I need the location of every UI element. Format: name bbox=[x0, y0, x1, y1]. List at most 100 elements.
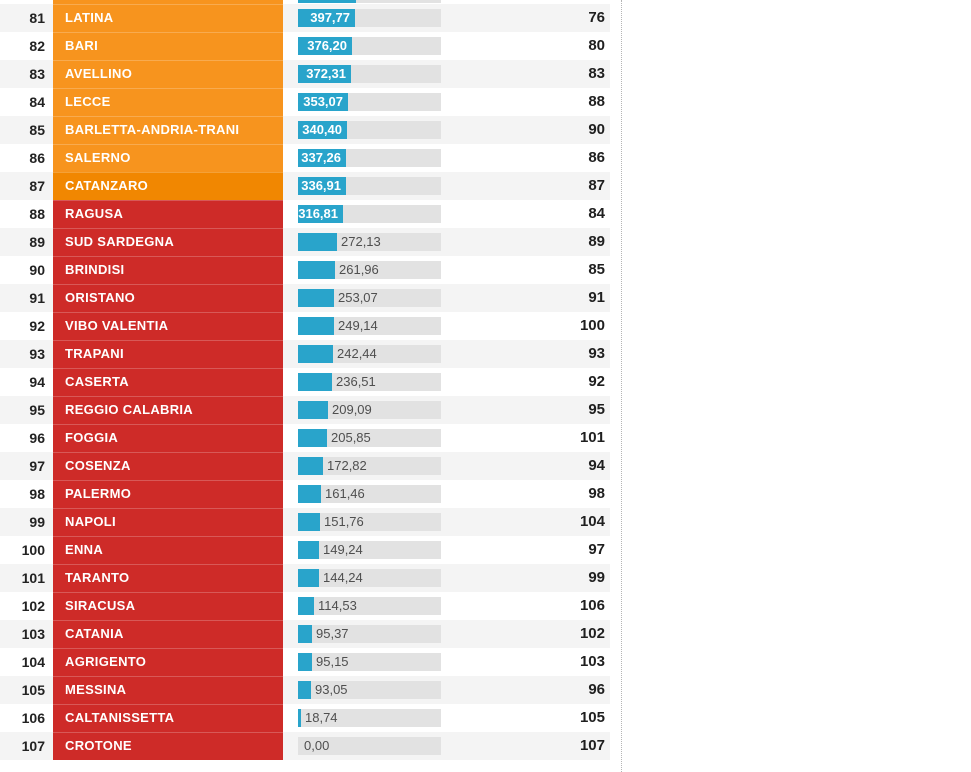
score-value-label: 242,44 bbox=[337, 346, 377, 361]
score-bar-track: 209,09 bbox=[298, 401, 441, 419]
score-bar bbox=[298, 485, 321, 503]
table-row[interactable]: 90 BRINDISI 261,96 85 bbox=[0, 256, 610, 284]
score-bar-track: 353,07 bbox=[298, 93, 441, 111]
rank-cell: 89 bbox=[29, 234, 45, 250]
score-value-label: 95,37 bbox=[316, 626, 349, 641]
table-row[interactable]: 89 SUD SARDEGNA 272,13 89 bbox=[0, 228, 610, 256]
rank-cell: 82 bbox=[29, 38, 45, 54]
table-row[interactable]: 82 BARI 376,20 80 bbox=[0, 32, 610, 60]
table-row[interactable]: 104 AGRIGENTO 95,15 103 bbox=[0, 648, 610, 676]
province-name-cell: TRAPANI bbox=[53, 340, 283, 368]
score-value-label: 397,77 bbox=[310, 10, 350, 25]
table-row[interactable]: 92 VIBO VALENTIA 249,14 100 bbox=[0, 312, 610, 340]
table-row[interactable]: 93 TRAPANI 242,44 93 bbox=[0, 340, 610, 368]
table-row[interactable]: 83 AVELLINO 372,31 83 bbox=[0, 60, 610, 88]
rank-cell: 106 bbox=[21, 710, 45, 726]
ranking-table: 81 LATINA 397,77 76 82 BARI 376,20 80 83 AVELLINO… bbox=[0, 0, 622, 772]
secondary-rank-cell: 102 bbox=[579, 625, 605, 642]
province-name-cell: TARANTO bbox=[53, 564, 283, 592]
score-bar-track: 376,20 bbox=[298, 37, 441, 55]
column-gutter bbox=[283, 620, 298, 648]
score-bar bbox=[298, 401, 328, 419]
table-row[interactable]: 99 NAPOLI 151,76 104 bbox=[0, 508, 610, 536]
secondary-rank-cell: 89 bbox=[588, 233, 605, 250]
score-value-label: 0,00 bbox=[304, 738, 330, 753]
score-bar-track: 95,15 bbox=[298, 653, 441, 671]
table-row[interactable]: 105 MESSINA 93,05 96 bbox=[0, 676, 610, 704]
table-row[interactable]: 101 TARANTO 144,24 99 bbox=[0, 564, 610, 592]
rank-cell: 92 bbox=[29, 318, 45, 334]
score-bar-track: 236,51 bbox=[298, 373, 441, 391]
table-row[interactable]: 81 LATINA 397,77 76 bbox=[0, 4, 610, 32]
rank-cell: 81 bbox=[29, 10, 45, 26]
score-bar bbox=[298, 0, 356, 3]
table-row[interactable]: 96 FOGGIA 205,85 101 bbox=[0, 424, 610, 452]
secondary-rank-cell: 107 bbox=[579, 737, 605, 754]
rank-cell: 95 bbox=[29, 402, 45, 418]
score-bar-track: 172,82 bbox=[298, 457, 441, 475]
rank-cell: 87 bbox=[29, 178, 45, 194]
province-name-cell: VIBO VALENTIA bbox=[53, 312, 283, 340]
table-row[interactable]: 84 LECCE 353,07 88 bbox=[0, 88, 610, 116]
column-gutter bbox=[283, 368, 298, 396]
column-gutter bbox=[283, 284, 298, 312]
province-name-cell: BRINDISI bbox=[53, 256, 283, 284]
table-row[interactable]: 103 CATANIA 95,37 102 bbox=[0, 620, 610, 648]
score-bar bbox=[298, 345, 333, 363]
table-row[interactable]: 107 CROTONE 0,00 107 bbox=[0, 732, 610, 760]
score-bar bbox=[298, 709, 301, 727]
score-bar-track bbox=[298, 0, 441, 3]
province-name-cell: CASERTA bbox=[53, 368, 283, 396]
secondary-rank-cell: 83 bbox=[588, 65, 605, 82]
province-name-cell: FOGGIA bbox=[53, 424, 283, 452]
table-row[interactable]: 98 PALERMO 161,46 98 bbox=[0, 480, 610, 508]
score-bar bbox=[298, 429, 327, 447]
secondary-rank-cell: 100 bbox=[579, 317, 605, 334]
column-gutter bbox=[283, 88, 298, 116]
table-row[interactable]: 88 RAGUSA 316,81 84 bbox=[0, 200, 610, 228]
rank-cell: 105 bbox=[21, 682, 45, 698]
score-value-label: 253,07 bbox=[338, 290, 378, 305]
column-gutter bbox=[283, 116, 298, 144]
table-row[interactable]: 95 REGGIO CALABRIA 209,09 95 bbox=[0, 396, 610, 424]
secondary-rank-cell: 85 bbox=[588, 261, 605, 278]
province-name-cell: ENNA bbox=[53, 536, 283, 564]
table-row[interactable]: 102 SIRACUSA 114,53 106 bbox=[0, 592, 610, 620]
rank-cell: 86 bbox=[29, 150, 45, 166]
table-row[interactable]: 87 CATANZARO 336,91 87 bbox=[0, 172, 610, 200]
column-gutter bbox=[283, 424, 298, 452]
province-name-cell: MESSINA bbox=[53, 676, 283, 704]
rank-cell: 100 bbox=[21, 542, 45, 558]
province-name-cell: LATINA bbox=[53, 4, 283, 32]
province-name-cell: SIRACUSA bbox=[53, 592, 283, 620]
rank-cell: 91 bbox=[29, 290, 45, 306]
score-bar bbox=[298, 261, 335, 279]
column-gutter bbox=[283, 676, 298, 704]
rank-cell: 107 bbox=[21, 738, 45, 754]
secondary-rank-cell: 92 bbox=[588, 373, 605, 390]
table-row[interactable]: 100 ENNA 149,24 97 bbox=[0, 536, 610, 564]
table-row[interactable]: 86 SALERNO 337,26 86 bbox=[0, 144, 610, 172]
secondary-rank-cell: 106 bbox=[579, 597, 605, 614]
table-row[interactable]: 85 BARLETTA-ANDRIA-TRANI 340,40 90 bbox=[0, 116, 610, 144]
score-bar-track: 242,44 bbox=[298, 345, 441, 363]
table-row[interactable]: 106 CALTANISSETTA 18,74 105 bbox=[0, 704, 610, 732]
column-gutter bbox=[283, 536, 298, 564]
secondary-rank-cell: 76 bbox=[588, 9, 605, 26]
score-bar-track: 161,46 bbox=[298, 485, 441, 503]
score-bar-track: 336,91 bbox=[298, 177, 441, 195]
table-row[interactable]: 94 CASERTA 236,51 92 bbox=[0, 368, 610, 396]
score-bar bbox=[298, 625, 312, 643]
province-name-cell: CALTANISSETTA bbox=[53, 704, 283, 732]
score-bar-track: 149,24 bbox=[298, 541, 441, 559]
score-bar-track: 205,85 bbox=[298, 429, 441, 447]
secondary-rank-cell: 104 bbox=[579, 513, 605, 530]
rank-cell: 94 bbox=[29, 374, 45, 390]
table-row[interactable]: 91 ORISTANO 253,07 91 bbox=[0, 284, 610, 312]
score-value-label: 114,53 bbox=[318, 598, 357, 613]
score-value-label: 353,07 bbox=[303, 94, 343, 109]
score-value-label: 336,91 bbox=[301, 178, 341, 193]
column-gutter bbox=[283, 704, 298, 732]
table-row[interactable]: 97 COSENZA 172,82 94 bbox=[0, 452, 610, 480]
score-bar-track: 340,40 bbox=[298, 121, 441, 139]
